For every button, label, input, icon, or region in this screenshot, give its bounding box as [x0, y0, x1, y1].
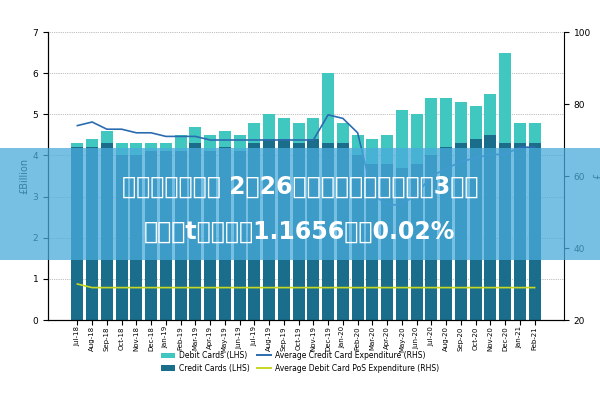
Bar	[484, 135, 496, 320]
Bar	[175, 151, 187, 320]
Bar	[160, 151, 172, 320]
Bar	[175, 135, 187, 151]
Bar	[293, 143, 305, 320]
Bar	[470, 106, 482, 139]
Bar	[440, 98, 452, 147]
Bar	[263, 139, 275, 320]
Y-axis label: £Billion: £Billion	[20, 158, 30, 194]
Bar	[396, 110, 408, 168]
Bar	[307, 118, 319, 139]
Bar	[440, 147, 452, 320]
Bar	[204, 151, 216, 320]
Bar	[484, 94, 496, 135]
Bar	[307, 139, 319, 320]
Bar	[263, 114, 275, 139]
Bar	[322, 73, 334, 143]
Bar	[337, 122, 349, 143]
Bar	[396, 168, 408, 320]
Bar	[145, 151, 157, 320]
Bar	[204, 135, 216, 151]
Bar	[86, 139, 98, 147]
Y-axis label: £: £	[594, 173, 600, 179]
Bar	[425, 156, 437, 320]
Bar	[367, 164, 378, 320]
Bar	[130, 156, 142, 320]
Bar	[190, 127, 201, 143]
Bar	[470, 139, 482, 320]
Bar	[101, 143, 113, 320]
Bar	[234, 135, 245, 151]
Bar	[425, 98, 437, 156]
Bar	[455, 102, 467, 143]
Bar	[337, 143, 349, 320]
Bar	[514, 143, 526, 320]
Bar	[278, 139, 290, 320]
Bar	[411, 164, 422, 320]
Legend: Debit Cards (LHS), Credit Cards (LHS), Average Credit Card Expenditure (RHS), Av: Debit Cards (LHS), Credit Cards (LHS), A…	[161, 351, 439, 373]
Bar	[219, 131, 231, 147]
Bar	[499, 52, 511, 143]
Bar	[71, 147, 83, 320]
Bar	[116, 156, 128, 320]
Text: 定开巫t最新净値1.1656，涨0.02%: 定开巫t最新净値1.1656，涨0.02%	[145, 220, 455, 244]
Bar	[219, 147, 231, 320]
Bar	[248, 122, 260, 143]
Bar	[234, 151, 245, 320]
Text: 外汇配资手续费 2月26日基金净値：博时富丰3个月: 外汇配资手续费 2月26日基金净値：博时富丰3个月	[122, 175, 478, 199]
Bar	[130, 143, 142, 156]
Bar	[322, 143, 334, 320]
Bar	[411, 114, 422, 164]
Bar	[352, 135, 364, 156]
Bar	[514, 122, 526, 143]
Bar	[529, 143, 541, 320]
Bar	[116, 143, 128, 156]
Bar	[190, 143, 201, 320]
Bar	[499, 143, 511, 320]
Bar	[529, 122, 541, 143]
Bar	[381, 135, 393, 164]
Bar	[293, 122, 305, 143]
Bar	[86, 147, 98, 320]
Bar	[160, 143, 172, 151]
Bar	[278, 118, 290, 139]
Bar	[455, 143, 467, 320]
Bar	[381, 164, 393, 320]
Bar	[71, 143, 83, 147]
Bar	[367, 139, 378, 164]
Bar	[248, 143, 260, 320]
Bar	[352, 156, 364, 320]
Bar	[101, 131, 113, 143]
Bar	[145, 143, 157, 151]
